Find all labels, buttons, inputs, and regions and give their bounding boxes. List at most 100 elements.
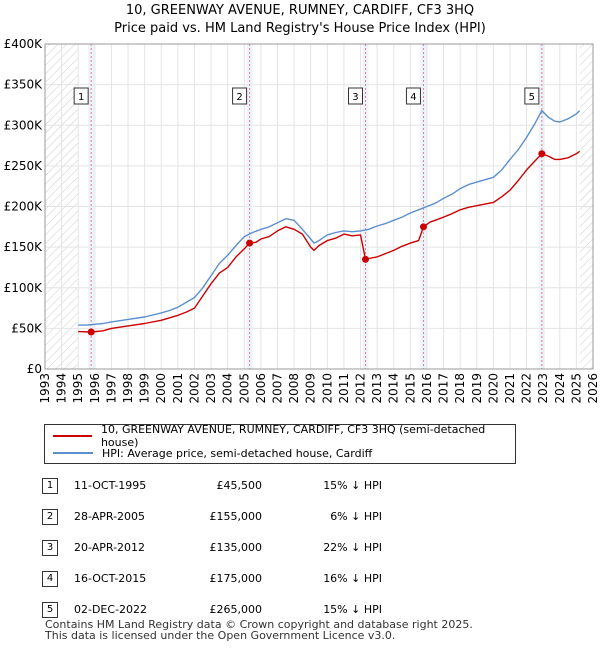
x-tick-label: 1999: [138, 373, 152, 404]
row-hpi-diff: 22% ↓ HPI: [323, 541, 382, 554]
x-tick-label: 2000: [154, 373, 168, 404]
transaction-label: 5: [529, 92, 535, 103]
y-tick-label: £50K: [11, 321, 43, 335]
x-tick-label: 2013: [370, 373, 384, 404]
transaction-label-box: [73, 87, 89, 105]
legend-swatch-price: [53, 435, 92, 437]
x-tick-label: 2020: [486, 373, 500, 404]
table-row: 1 11-OCT-1995 £45,500 15% ↓ HPI: [42, 470, 382, 501]
transaction-label: 2: [236, 92, 242, 103]
x-tick-label: 1998: [121, 373, 135, 404]
x-tick-label: 2015: [403, 373, 417, 404]
y-tick-label: £250K: [4, 159, 44, 173]
x-tick-label: 2011: [337, 373, 351, 404]
transaction-point: [87, 328, 95, 336]
series-line-price: [78, 150, 581, 333]
x-tick-label: 2023: [536, 373, 550, 404]
transaction-label-box: [405, 87, 421, 105]
row-hpi-diff: 6% ↓ HPI: [330, 510, 382, 523]
row-price: £265,000: [209, 603, 263, 616]
footer-copyright: Contains HM Land Registry data © Crown c…: [45, 618, 473, 631]
plot-frame: [44, 43, 594, 370]
x-tick-label: 2005: [237, 373, 251, 404]
x-tick-label: 2017: [437, 373, 451, 404]
x-tick-label: 2010: [320, 373, 334, 404]
chart-title: 10, GREENWAY AVENUE, RUMNEY, CARDIFF, CF…: [125, 3, 475, 18]
legend-label-hpi: HPI: Average price, semi-detached house,…: [102, 446, 373, 460]
x-tick-label: 2016: [420, 373, 434, 404]
legend-item-price: 10, GREENWAY AVENUE, RUMNEY, CARDIFF, CF…: [53, 423, 515, 449]
footer: Contains HM Land Registry data © Crown c…: [45, 619, 473, 641]
row-date: 16-OCT-2015: [74, 572, 147, 585]
row-date: 02-DEC-2022: [74, 603, 148, 616]
table-row: 5 02-DEC-2022 £265,000 15% ↓ HPI: [42, 594, 382, 625]
price-chart: £0 £50K £100K £150K £200K £250K £300K £350K £400…: [4, 37, 600, 404]
x-tick-label: 2003: [204, 373, 218, 404]
y-tick-label: £300K: [4, 118, 44, 132]
x-tick-label: 2006: [254, 373, 268, 404]
x-tick-label: 1993: [38, 373, 52, 404]
x-tick-label: 2014: [387, 373, 401, 404]
x-tick-label: 2007: [270, 373, 284, 404]
x-tick-label: 2008: [287, 373, 301, 404]
x-tick-label: 2009: [304, 373, 318, 404]
transactions-table: 1 11-OCT-1995 £45,500 15% ↓ HPI 2 28-APR-2005…: [42, 470, 382, 625]
row-date: 11-OCT-1995: [74, 479, 147, 492]
row-number-badge: 3: [42, 539, 58, 556]
footer-license: This data is licensed under the Open Gov…: [45, 629, 396, 642]
row-number-badge: 1: [42, 477, 58, 494]
table-row: 4 16-OCT-2015 £175,000 16% ↓ HPI: [42, 563, 382, 594]
x-tick-label: 2018: [453, 373, 467, 404]
row-price: £45,500: [216, 479, 263, 492]
x-tick-label: 2019: [470, 373, 484, 404]
x-tick-label: 2026: [586, 373, 600, 404]
series-line-hpi: [78, 109, 581, 326]
row-date: 20-APR-2012: [74, 541, 146, 554]
row-price: £175,000: [209, 572, 263, 585]
transaction-point: [419, 223, 427, 231]
x-tick-label: 1997: [104, 373, 118, 404]
row-number-badge: 5: [42, 601, 58, 618]
table-row: 2 28-APR-2005 £155,000 6% ↓ HPI: [42, 501, 382, 532]
transaction-label-box: [232, 87, 248, 105]
transaction-label-box: [524, 87, 540, 105]
row-date: 28-APR-2005: [74, 510, 146, 523]
transaction-band: [362, 44, 369, 369]
transaction-point: [361, 255, 369, 263]
transaction-label: 4: [410, 92, 416, 103]
table-row: 3 20-APR-2012 £135,000 22% ↓ HPI: [42, 532, 382, 563]
row-hpi-diff: 15% ↓ HPI: [323, 603, 382, 616]
x-tick-label: 2021: [503, 373, 517, 404]
x-tick-label: 2025: [569, 373, 583, 404]
transaction-point: [538, 150, 546, 158]
transaction-band: [246, 44, 253, 369]
x-tick-label: 2024: [553, 373, 567, 404]
chart-subtitle: Price paid vs. HM Land Registry's House …: [114, 21, 486, 36]
x-tick-label: 1996: [88, 373, 102, 404]
transaction-band: [420, 44, 427, 369]
x-tick-label: 2001: [171, 373, 185, 404]
x-tick-label: 1994: [55, 373, 69, 404]
y-tick-label: £350K: [4, 78, 44, 92]
y-tick-label: £100K: [4, 281, 44, 295]
legend-swatch-hpi: [53, 452, 93, 454]
transaction-band: [538, 44, 545, 369]
y-tick-label: £400K: [4, 37, 44, 51]
x-tick-label: 2022: [520, 373, 534, 404]
row-number-badge: 2: [42, 508, 58, 525]
x-tick-label: 2012: [354, 373, 368, 404]
y-tick-label: £150K: [4, 240, 44, 254]
transaction-point: [246, 239, 254, 247]
y-tick-label: £0: [27, 362, 42, 376]
row-hpi-diff: 15% ↓ HPI: [323, 479, 382, 492]
transaction-band: [88, 44, 95, 369]
transaction-label: 3: [352, 92, 358, 103]
row-hpi-diff: 16% ↓ HPI: [323, 572, 382, 585]
row-price: £155,000: [209, 510, 263, 523]
legend-item-hpi: HPI: Average price, semi-detached house,…: [53, 445, 372, 461]
legend-label-price: 10, GREENWAY AVENUE, RUMNEY, CARDIFF, CF…: [100, 423, 486, 449]
row-number-badge: 4: [42, 570, 58, 587]
row-price: £135,000: [209, 541, 263, 554]
legend: 10, GREENWAY AVENUE, RUMNEY, CARDIFF, CF…: [44, 423, 516, 464]
x-tick-label: 2002: [187, 373, 201, 404]
